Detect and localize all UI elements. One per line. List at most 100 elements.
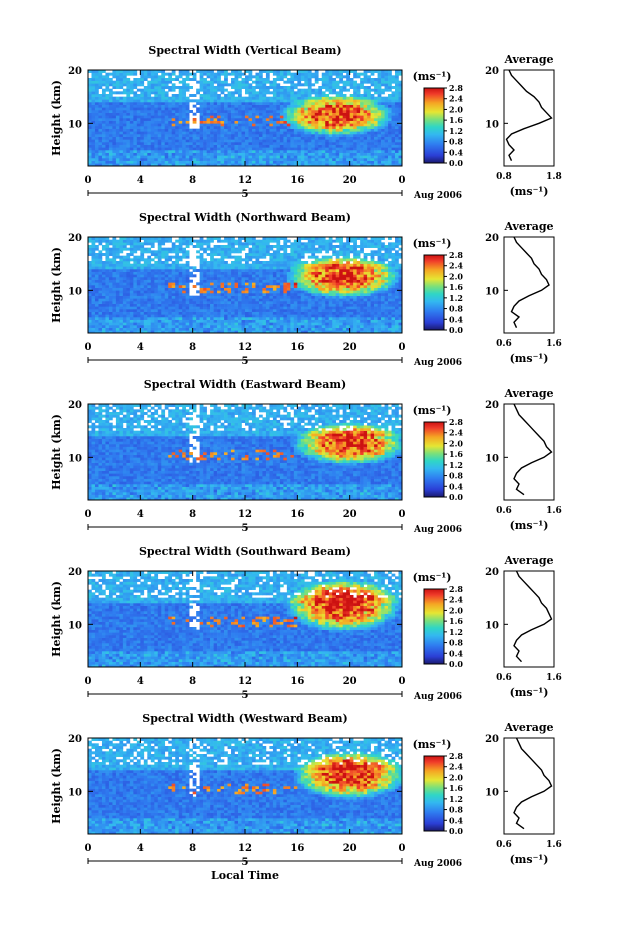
heatmap-cell — [248, 150, 252, 153]
heatmap-cell — [304, 142, 308, 145]
heatmap-cell — [144, 118, 148, 121]
heatmap-cell — [329, 115, 333, 118]
heatmap-cell — [339, 150, 343, 153]
heatmap-cell — [322, 115, 326, 118]
heatmap-cell — [273, 94, 277, 97]
heatmap-cell — [123, 118, 127, 121]
heatmap-cell — [147, 261, 151, 264]
heatmap-cell — [98, 264, 102, 267]
heatmap-cell — [179, 288, 183, 291]
heatmap-cell — [224, 298, 228, 301]
heatmap-cell — [126, 322, 130, 325]
heatmap-cell — [210, 105, 214, 108]
heatmap-cell — [102, 317, 106, 320]
heatmap-cell — [217, 320, 221, 323]
heatmap-cell — [91, 258, 95, 261]
heatmap-cell — [186, 102, 190, 105]
heatmap-cell — [147, 126, 151, 129]
heatmap-cell — [165, 298, 169, 301]
heatmap-cell — [123, 139, 127, 142]
heatmap-cell — [95, 75, 99, 78]
heatmap-cell — [228, 115, 232, 118]
heatmap-cell — [311, 145, 315, 148]
heatmap-cell — [182, 83, 186, 86]
heatmap-cell — [245, 115, 249, 118]
heatmap-cell — [123, 293, 127, 296]
heatmap-cell — [238, 293, 242, 296]
heatmap-cell — [297, 97, 301, 100]
heatmap-cell — [343, 97, 347, 100]
heatmap-cell — [154, 322, 158, 325]
heatmap-cell — [214, 253, 218, 256]
heatmap-cell — [158, 139, 162, 142]
heatmap-cell — [371, 134, 375, 137]
heatmap-cell — [98, 137, 102, 140]
heatmap-cell — [95, 158, 99, 161]
heatmap-cell — [325, 83, 329, 86]
heatmap-cell — [280, 139, 284, 142]
heatmap-cell — [311, 158, 315, 161]
heatmap-cell — [175, 304, 179, 307]
heatmap-cell — [381, 78, 385, 81]
heatmap-cell — [252, 253, 256, 256]
heatmap-cell — [203, 266, 207, 269]
heatmap-cell — [161, 75, 165, 78]
heatmap-cell — [123, 296, 127, 299]
heatmap-cell — [161, 121, 165, 124]
heatmap-cell — [200, 258, 204, 261]
heatmap-cell — [238, 86, 242, 89]
heatmap-cell — [255, 325, 259, 328]
heatmap-cell — [210, 285, 214, 288]
heatmap-cell — [255, 147, 259, 150]
heatmap-cell — [315, 97, 319, 100]
heatmap-cell — [140, 145, 144, 148]
heatmap-cell — [105, 264, 109, 267]
heatmap-cell — [112, 272, 116, 275]
heatmap-cell — [88, 269, 92, 272]
heatmap-cell — [95, 320, 99, 323]
heatmap-cell — [112, 250, 116, 253]
heatmap-cell — [214, 73, 218, 76]
heatmap-cell — [165, 115, 169, 118]
heatmap-cell — [123, 99, 127, 102]
heatmap-cell — [371, 97, 375, 100]
heatmap-cell — [325, 102, 329, 105]
heatmap-cell — [91, 153, 95, 156]
heatmap-cell — [161, 309, 165, 312]
heatmap-cell — [112, 75, 116, 78]
heatmap-cell — [315, 123, 319, 126]
heatmap-cell — [168, 258, 172, 261]
heatmap-cell — [95, 258, 99, 261]
heatmap-cell — [228, 309, 232, 312]
heatmap-cell — [217, 317, 221, 320]
heatmap-cell — [280, 282, 284, 285]
heatmap-cell — [140, 131, 144, 134]
heatmap-cell — [287, 97, 291, 100]
heatmap-cell — [290, 150, 294, 153]
heatmap-cell — [221, 158, 225, 161]
heatmap-cell — [109, 314, 113, 317]
heatmap-cell — [290, 115, 294, 118]
heatmap-cell — [385, 102, 389, 105]
heatmap-cell — [297, 94, 301, 97]
heatmap-cell — [158, 118, 162, 121]
heatmap-cell — [88, 134, 92, 137]
heatmap-cell — [207, 83, 211, 86]
heatmap-cell — [140, 293, 144, 296]
heatmap-cell — [193, 105, 197, 108]
heatmap-cell — [126, 253, 130, 256]
heatmap-cell — [276, 285, 280, 288]
heatmap-cell — [290, 107, 294, 110]
heatmap-cell — [200, 118, 204, 121]
heatmap-cell — [301, 115, 305, 118]
heatmap-cell — [332, 99, 336, 102]
heatmap-cell — [252, 145, 256, 148]
heatmap-cell — [112, 129, 116, 132]
heatmap-cell — [224, 314, 228, 317]
heatmap-cell — [109, 298, 113, 301]
heatmap-cell — [95, 94, 99, 97]
heatmap-cell — [367, 155, 371, 158]
heatmap-cell — [217, 274, 221, 277]
heatmap-cell — [346, 131, 350, 134]
heatmap-cell — [266, 248, 270, 251]
